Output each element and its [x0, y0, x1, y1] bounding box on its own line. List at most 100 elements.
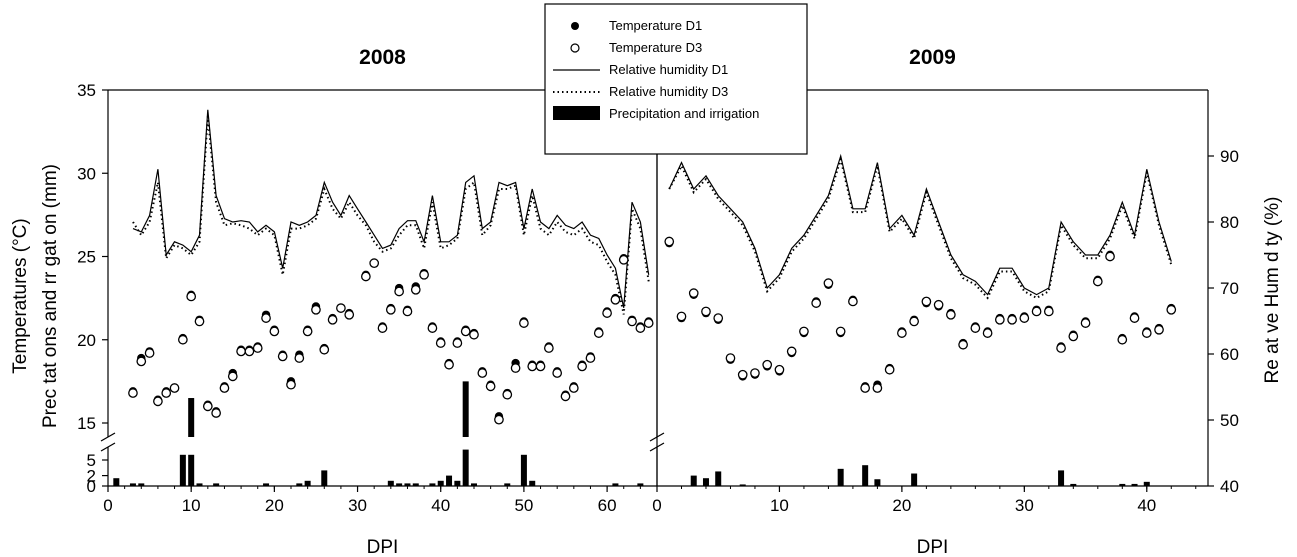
legend-box [544, 3, 808, 155]
temp-d3-point [1056, 343, 1066, 353]
rh-d3-line [668, 155, 1173, 300]
temp-d3-point [410, 284, 421, 295]
precip-bar [429, 483, 436, 486]
temp-d3-point [799, 326, 809, 337]
temp-d3-point [835, 326, 846, 337]
temp-d3-point [544, 343, 554, 353]
temp-d3-point [568, 383, 579, 393]
temp-d3-point [527, 361, 538, 372]
precip-bar [412, 483, 419, 486]
panel-2008: 0 10 20 30 40 50 60DPI20081520253035025Tempera… [10, 46, 658, 557]
temp-d3-point [811, 298, 822, 308]
precip-bar [874, 479, 881, 486]
precip-bar [213, 483, 220, 486]
precip-bar [462, 449, 469, 486]
temp-d3-point [369, 258, 380, 269]
precip-y-tick-label: 5 [87, 451, 96, 470]
temp-d3-point [750, 368, 760, 378]
temp-d3-point [286, 379, 296, 390]
temp-d3-point [252, 343, 263, 353]
temp-d3-point [535, 361, 546, 372]
temp-d3-point [161, 388, 172, 398]
legend-marker-precip [553, 106, 600, 120]
x-tick-label: 40 [1137, 496, 1156, 515]
precip-y-tick-label: 2 [87, 467, 96, 486]
temp-d3-point [593, 328, 604, 338]
temp-d3-point [244, 346, 255, 357]
temp-d3-point [227, 371, 238, 382]
x-tick-label: 60 [598, 496, 617, 515]
precip-bar [1058, 470, 1065, 486]
temp-d3-point [469, 329, 479, 340]
temp-d3-point [211, 408, 221, 418]
temp-d3-point [236, 346, 246, 357]
temp-d3-point [452, 338, 463, 348]
precip-bar [1131, 483, 1138, 486]
temp-d3-point [385, 304, 396, 315]
precip-bar [454, 480, 461, 486]
panel-2009: 0 10 20 30 40 DPI 2009 40 50 60 70 80 90 Re at ve Hum… [649, 46, 1283, 557]
temp-d3-point [994, 314, 1005, 325]
precip-bar [715, 471, 722, 486]
temp-d3-point [1105, 251, 1115, 262]
temp-d3-point [627, 316, 637, 327]
temp-d3-point [494, 414, 504, 425]
temp-d3-point [1043, 306, 1054, 317]
x-tick-label: 0 [103, 496, 112, 515]
temp-d3-point [519, 318, 529, 328]
temp-d3-point [921, 296, 932, 307]
temp-d3-point [884, 364, 895, 375]
precip-bar [612, 483, 619, 486]
temp-d3-point [552, 368, 563, 378]
rh-y-tick-label: 80 [1220, 213, 1239, 232]
x-tick-label: 20 [892, 496, 911, 515]
precip-bar [837, 468, 844, 486]
precip-y-tick-label: 0 [87, 477, 96, 496]
temp-d3-point [460, 326, 471, 337]
precip-bar [188, 454, 195, 486]
y-tick-label: 15 [77, 414, 96, 433]
temp-d3-point [1117, 334, 1128, 345]
precip-bar [188, 398, 195, 437]
x-tick-label: 0 [652, 496, 661, 515]
temp-d3-point [153, 396, 163, 407]
precip-bar [138, 483, 145, 486]
temp-d3-point [311, 304, 321, 315]
temp-d3-point [860, 383, 871, 393]
precip-bar [113, 478, 120, 486]
legend-label: Temperature D3 [609, 40, 702, 55]
panel-title: 2009 [909, 46, 956, 69]
precip-bar [1070, 483, 1077, 486]
temp-d3-point [361, 271, 371, 282]
precip-bar [196, 483, 203, 486]
precip-bar [504, 483, 511, 486]
temp-d3-point [169, 383, 180, 393]
precip-bar [404, 483, 411, 486]
rh-d1-line [132, 109, 650, 308]
legend-label: Relative humidity D1 [609, 62, 728, 77]
x-tick-label: 30 [1015, 496, 1034, 515]
x-tick-label: 40 [431, 496, 450, 515]
rh-y-tick-label: 90 [1220, 147, 1239, 166]
precip-bar [529, 480, 536, 486]
panel-title: 2008 [359, 46, 406, 69]
precip-bar [462, 381, 469, 437]
legend: Temperature D1 Temperature D3 Relative hum… [544, 3, 808, 155]
precip-bar [396, 483, 403, 486]
temp-d3-point [618, 254, 629, 265]
precip-bar [702, 478, 709, 486]
temp-d3-point [394, 286, 404, 297]
temp-d3-point [970, 323, 981, 333]
temp-d3-point [435, 338, 446, 348]
temp-d3-point [848, 296, 858, 307]
temp-d3-point [128, 388, 138, 398]
y-tick-label: 30 [77, 164, 96, 183]
temp-d3-point [713, 313, 724, 323]
temp-d3-point [194, 316, 205, 327]
temp-d3-point [444, 359, 454, 370]
x-tick-label: 30 [348, 496, 367, 515]
precip-bar [263, 483, 270, 486]
temp-d3-point [946, 309, 956, 320]
temp-d3-point [933, 299, 944, 310]
temp-d3-point [688, 288, 699, 298]
